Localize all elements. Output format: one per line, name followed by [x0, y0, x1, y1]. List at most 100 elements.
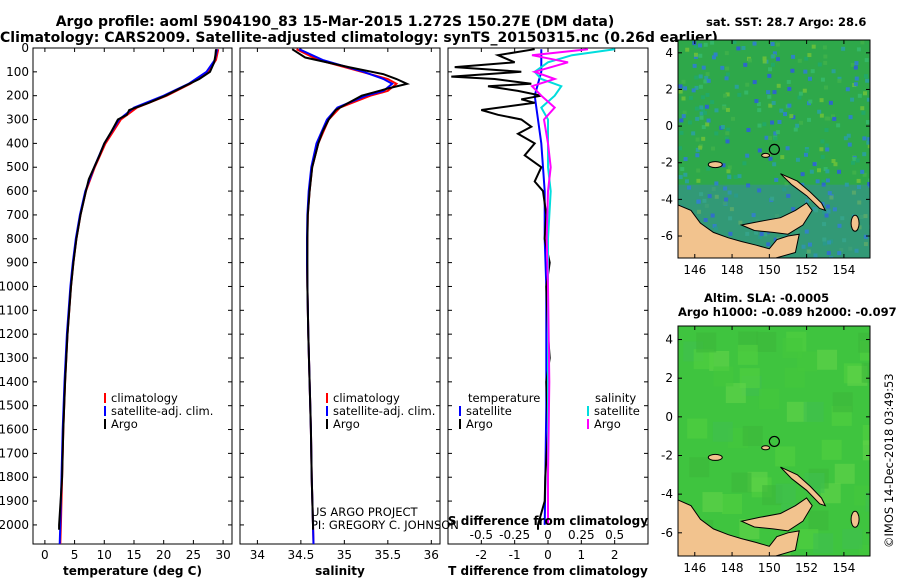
map-cell — [791, 207, 796, 212]
depth-tick-label: 1400 — [0, 375, 29, 389]
map-cell — [711, 55, 716, 60]
depth-tick-label: 1500 — [0, 399, 29, 413]
x-tick-label: 36 — [424, 548, 439, 562]
map-cell — [862, 424, 870, 445]
map-cell — [839, 247, 844, 252]
map-cell — [710, 40, 715, 45]
map-cell — [703, 79, 708, 84]
map-cell — [709, 351, 730, 372]
map-cell — [863, 234, 868, 239]
sla-map-title-line1: Altim. SLA: -0.0005 — [704, 291, 830, 305]
panel-frame — [32, 47, 233, 545]
land-manus — [707, 453, 723, 461]
map-cell — [683, 157, 688, 162]
map-cell — [856, 185, 861, 190]
land-new-britain — [739, 497, 813, 532]
map-cell — [687, 418, 708, 439]
land-new-britain — [739, 202, 813, 235]
map-cell — [696, 199, 701, 204]
lon-tick-label: 152 — [795, 263, 818, 277]
map-cell — [857, 93, 862, 98]
map-cell — [712, 224, 717, 229]
map-cell — [862, 91, 867, 96]
map-cell — [762, 56, 767, 61]
map-cell — [837, 76, 842, 81]
map-cell — [803, 69, 808, 74]
map-cell — [752, 80, 757, 85]
map-cell — [783, 233, 788, 238]
series-group — [451, 48, 615, 530]
map-cell — [843, 136, 848, 141]
lon-tick-label: 154 — [832, 263, 855, 277]
x-tick-label: 15 — [126, 548, 141, 562]
map-cell — [742, 425, 763, 446]
map-cell — [698, 43, 703, 48]
map-cell — [713, 52, 718, 57]
map-cell — [685, 47, 690, 52]
map-cell — [724, 197, 729, 202]
map-cell — [751, 213, 756, 218]
map-cell — [824, 143, 829, 148]
map-cell — [831, 114, 836, 119]
map-cell — [683, 172, 688, 177]
depth-tick-label: 800 — [6, 232, 29, 246]
map-cell — [775, 42, 780, 47]
map-cell — [698, 145, 703, 150]
map-cell — [837, 223, 842, 228]
map-cell — [698, 53, 703, 58]
land-new-guinea — [678, 499, 800, 556]
map-cell — [822, 237, 827, 242]
map-cell — [808, 510, 829, 531]
map-cell — [714, 108, 719, 113]
map-cell — [867, 144, 870, 149]
map-cell — [681, 79, 686, 84]
map-cell — [689, 457, 710, 478]
lat-tick-label: -6 — [661, 229, 673, 243]
map-cell — [759, 232, 764, 237]
map-cell — [854, 61, 859, 66]
x-tick-label: 25 — [186, 548, 201, 562]
map-cell — [706, 78, 711, 83]
map-cell — [817, 349, 838, 370]
map-cell — [727, 175, 732, 180]
map-cell — [801, 244, 806, 249]
map-cell — [754, 230, 759, 235]
map-cell — [723, 93, 728, 98]
map-cell — [773, 237, 778, 242]
map-cell — [860, 169, 865, 174]
map-cell — [744, 90, 749, 95]
depth-tick-label: 1600 — [0, 423, 29, 437]
map-cell — [832, 392, 853, 413]
map-frame — [677, 325, 871, 557]
land-new-guinea — [678, 204, 800, 258]
argo-position-marker — [768, 143, 780, 156]
map-cell — [866, 140, 870, 145]
map-cell — [841, 46, 846, 51]
map-cell — [737, 344, 758, 365]
map-cell — [758, 234, 763, 239]
map-cell — [829, 195, 834, 200]
top-x-tick-label: 0.5 — [605, 528, 624, 542]
map-cell — [688, 95, 693, 100]
map-cell — [775, 483, 796, 504]
map-cell — [823, 54, 828, 59]
map-cell — [823, 85, 828, 90]
map-cell — [783, 112, 788, 117]
map-cell — [774, 177, 779, 182]
map-cell — [762, 122, 767, 127]
land-islet — [761, 445, 771, 451]
map-cell — [692, 63, 697, 68]
map-cell — [809, 169, 814, 174]
x-tick-label: -1 — [509, 548, 521, 562]
map-cell — [701, 107, 706, 112]
temp-legend-label: climatology — [111, 391, 178, 405]
map-cell — [773, 131, 778, 136]
map-cell — [699, 192, 704, 197]
series-line-argo — [291, 48, 411, 530]
map-cell — [819, 113, 824, 118]
map-cell — [714, 181, 719, 186]
map-cell — [762, 59, 767, 64]
map-cell — [733, 175, 738, 180]
map-cell — [789, 114, 794, 119]
depth-tick-label: 1900 — [0, 494, 29, 508]
